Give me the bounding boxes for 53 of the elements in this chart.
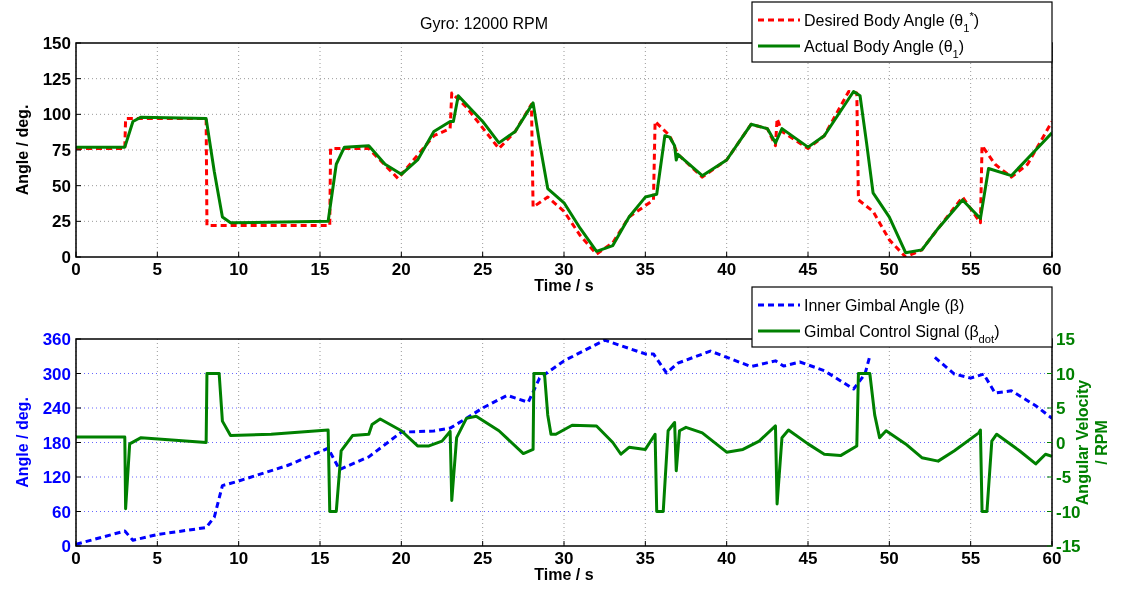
legend-label: Gimbal Control Signal (β$_{dot}$): [804, 323, 1000, 345]
y-tick-label: 100: [42, 105, 71, 125]
y-tick-label: 300: [42, 364, 71, 384]
x-tick-label: 55: [961, 549, 981, 568]
x-tick-label: 20: [391, 549, 411, 568]
legend-label: Inner Gimbal Angle (β): [804, 297, 965, 314]
chart-title: Gyro: 12000 RPM: [419, 15, 549, 32]
legend-label: Actual Body Angle (θ$_{1}$): [804, 38, 965, 60]
x-tick-label: 5: [152, 260, 163, 279]
x-tick-label: 50: [879, 549, 899, 568]
x-tick-label: 5: [152, 549, 163, 568]
x-tick-label: 40: [717, 549, 737, 568]
y-tick-label: 150: [42, 34, 71, 53]
y-tick-label: 0: [61, 537, 71, 556]
x-tick-label: 60: [1042, 260, 1062, 279]
x-tick-label: 20: [391, 260, 411, 279]
x-tick-label: 50: [879, 260, 899, 279]
y-axis-title: Angle / deg.: [14, 397, 31, 488]
x-tick-label: 45: [798, 260, 818, 279]
y2-tick-label: 15: [1056, 330, 1075, 349]
x-tick-label: 40: [717, 260, 737, 279]
x-tick-label: 15: [310, 549, 330, 568]
x-tick-label: 30: [554, 549, 574, 568]
x-tick-label: 45: [798, 549, 818, 568]
y-tick-label: 60: [52, 502, 71, 522]
x-tick-label: 55: [961, 260, 981, 279]
x-tick-label: 25: [473, 549, 493, 568]
y-tick-label: 180: [42, 433, 71, 453]
legend-label: Desired Body Angle (θ$_{1}$$^{*}$): [804, 10, 980, 34]
x-tick-label: 25: [473, 260, 493, 279]
line-series: [76, 372, 1052, 513]
y2-tick-label: 0: [1056, 433, 1066, 453]
y2-tick-label: 5: [1056, 399, 1066, 418]
y2-tick-label: 10: [1056, 364, 1075, 384]
y-tick-label: 0: [61, 248, 71, 267]
x-tick-label: 35: [635, 549, 655, 568]
x-tick-label: 30: [554, 260, 574, 279]
y-tick-label: 25: [52, 212, 71, 232]
y-tick-label: 50: [52, 176, 71, 196]
y-tick-label: 120: [42, 468, 71, 487]
x-tick-label: 60: [1042, 549, 1062, 568]
x-axis-title: Time / s: [534, 277, 594, 294]
y-tick-label: 360: [42, 330, 71, 349]
x-tick-label: 10: [229, 549, 249, 568]
x-tick-label: 15: [310, 260, 330, 279]
y2-tick-label: -5: [1056, 468, 1072, 487]
y-axis-title: Angle / deg.: [14, 104, 31, 196]
y-tick-label: 240: [42, 399, 71, 418]
x-axis-title: Time / s: [534, 566, 594, 583]
y-tick-label: 125: [42, 69, 71, 89]
y-tick-label: 75: [52, 141, 71, 160]
x-tick-label: 35: [635, 260, 655, 279]
x-tick-label: 10: [229, 260, 249, 279]
